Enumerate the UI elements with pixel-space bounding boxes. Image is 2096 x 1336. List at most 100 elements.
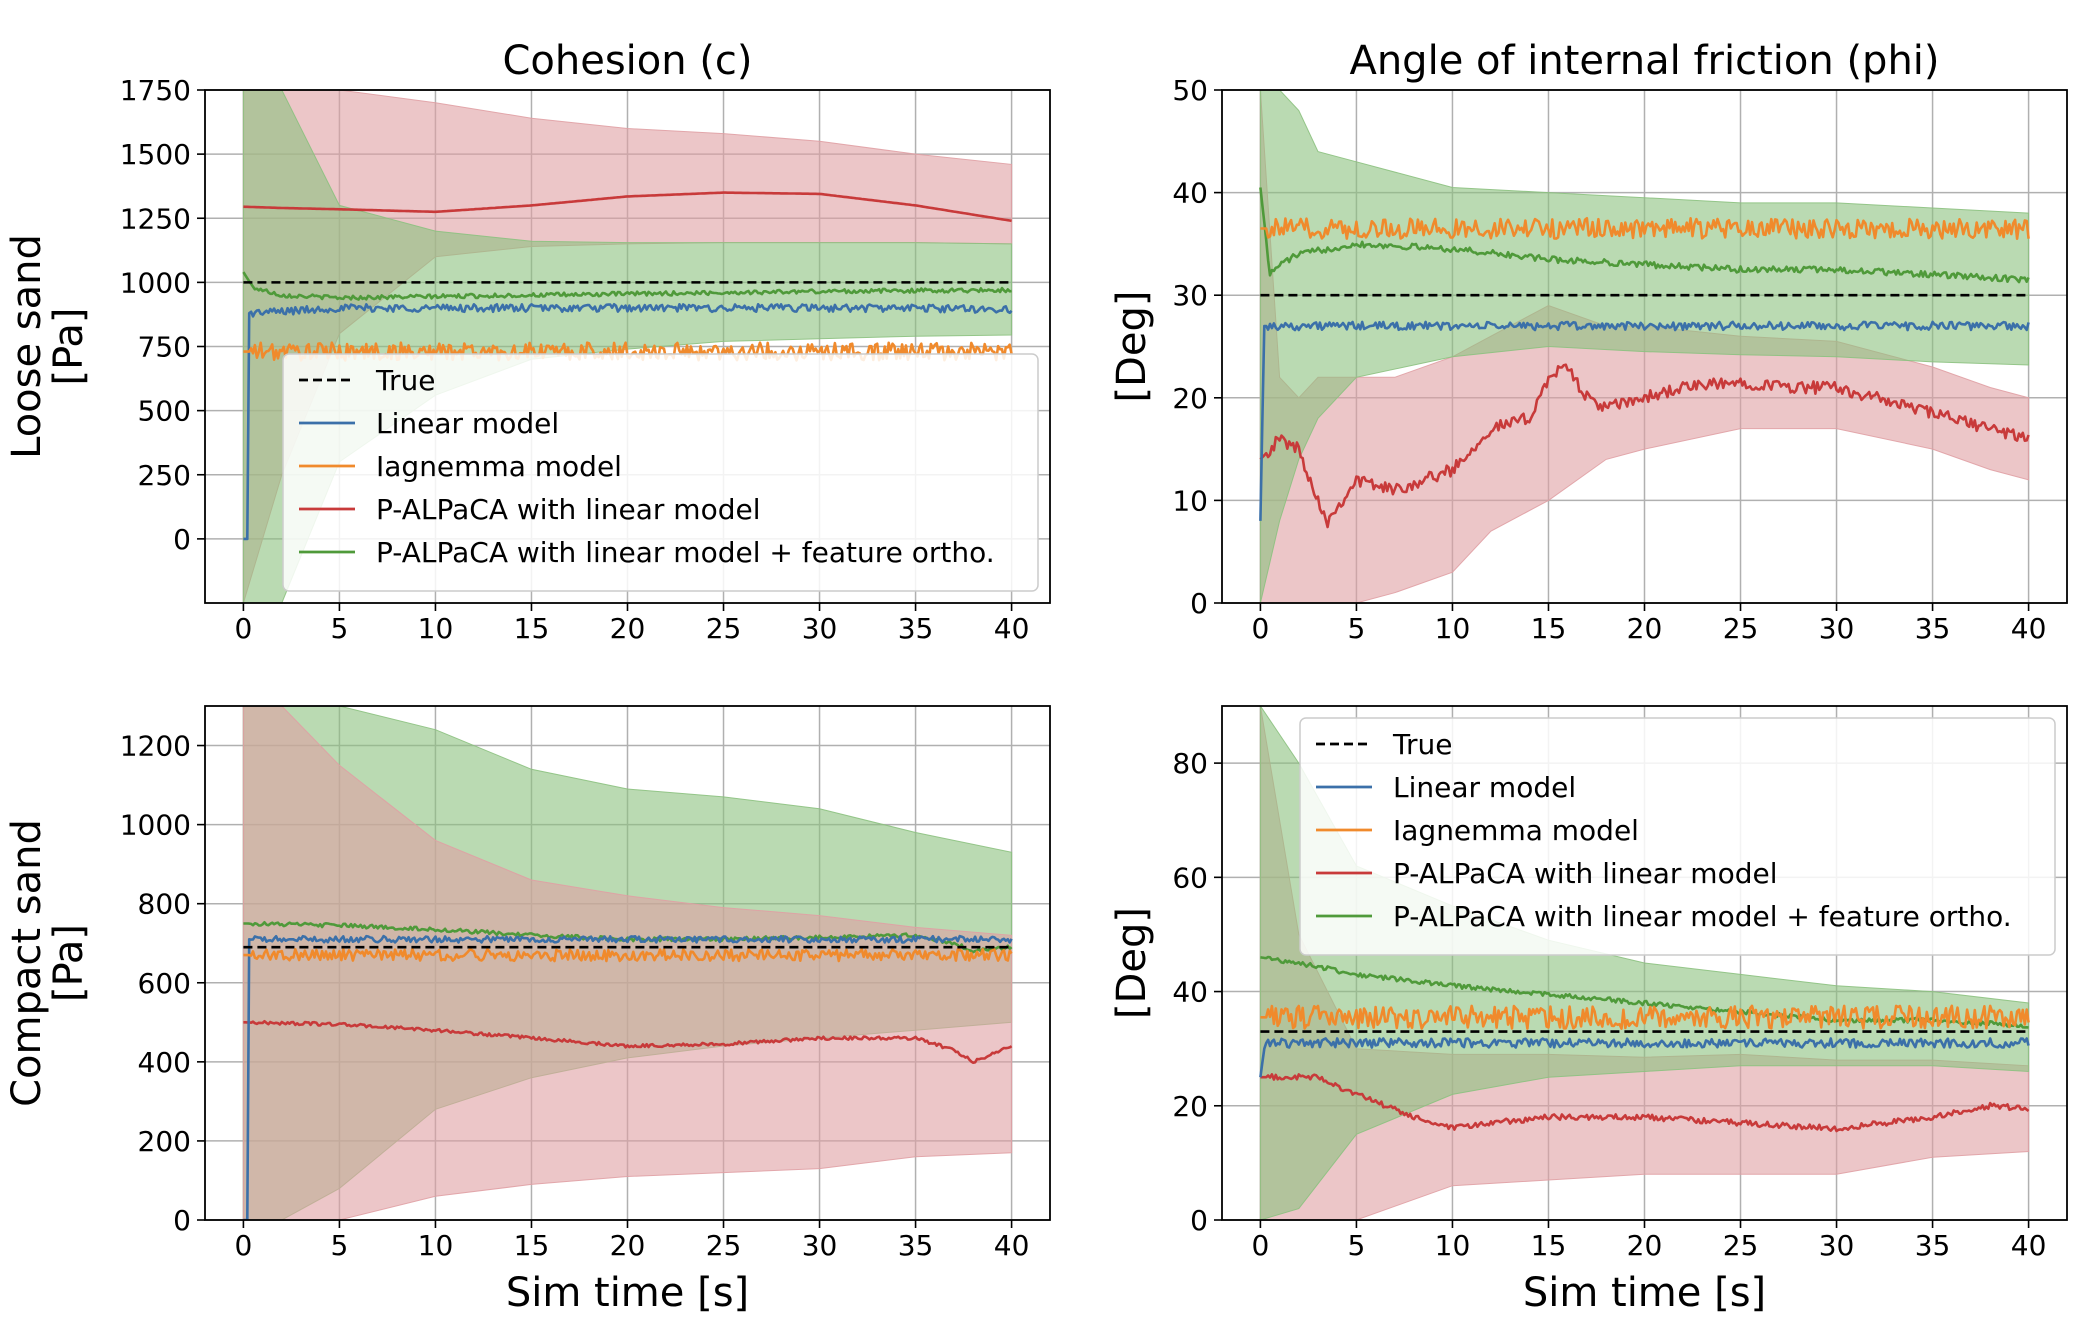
palpaca-line xyxy=(1259,363,2030,529)
y-tick-label: 1500 xyxy=(120,138,191,171)
legend-label: Iagnemma model xyxy=(376,450,622,483)
y-tick-label: 60 xyxy=(1172,861,1208,894)
x-tick-label: 20 xyxy=(610,612,646,645)
x-tick-label: 30 xyxy=(1819,612,1855,645)
chart-title: Cohesion (c) xyxy=(502,38,752,84)
y-tick-label: 800 xyxy=(138,888,191,921)
x-tick-label: 35 xyxy=(1915,1229,1951,1262)
panel-tr: 0 5 10 15 20 25 30 35 40 0 10 20 30 40 50 Angle of inte… xyxy=(1109,38,2068,645)
y-tick-label: 250 xyxy=(138,459,191,492)
palpaca-ortho-band-band xyxy=(1259,90,2030,603)
legend-label: Linear model xyxy=(1393,771,1576,804)
x-tick-label: 35 xyxy=(898,1229,934,1262)
palpaca-ortho-line xyxy=(242,271,1012,301)
y-tick-label: 500 xyxy=(138,395,191,428)
legend-item-iagnemma: Iagnemma model xyxy=(299,450,622,483)
plot-area xyxy=(1259,90,2030,603)
x-tick-label: 10 xyxy=(418,612,454,645)
y-tick-label: 30 xyxy=(1172,279,1208,312)
x-tick-label: 10 xyxy=(1435,1229,1471,1262)
y-tick-label: 1000 xyxy=(120,809,191,842)
palpaca-line xyxy=(243,1019,1013,1064)
x-tick-label: 30 xyxy=(802,612,838,645)
legend-item-palpaca: P-ALPaCA with linear model xyxy=(299,493,761,526)
panel-bl: 0 5 10 15 20 25 30 35 40020040060080010001200Com… xyxy=(4,705,1051,1316)
x-tick-label: 0 xyxy=(1251,1229,1269,1262)
legend-label: True xyxy=(375,364,435,397)
x-tick-label: 5 xyxy=(1348,612,1366,645)
x-tick-label: 10 xyxy=(418,1229,454,1262)
x-tick-label: 30 xyxy=(802,1229,838,1262)
iagnemma-line xyxy=(243,947,1013,963)
y-tick-label: 0 xyxy=(1190,587,1208,620)
y-tick-label: 50 xyxy=(1172,74,1208,107)
legend-item-palpaca-ortho: P-ALPaCA with linear model + feature ort… xyxy=(1316,900,2012,933)
legend-label: P-ALPaCA with linear model + feature ort… xyxy=(1393,900,2012,933)
palpaca-ortho-line xyxy=(1259,187,2030,284)
legend-item-true: True xyxy=(1316,728,1452,761)
legend-item-true: True xyxy=(299,364,435,397)
y-tick-label: 0 xyxy=(173,523,191,556)
y-axis-label: [Deg] xyxy=(1109,290,1155,402)
x-axis-label: Sim time [s] xyxy=(506,1270,749,1316)
y-axis-label: [Pa] xyxy=(46,924,92,1002)
legend: True Linear model Iagnemma model P-ALPaCA w… xyxy=(282,353,1039,592)
legend-item-linear: Linear model xyxy=(299,407,559,440)
legend-label: P-ALPaCA with linear model + feature ort… xyxy=(376,536,995,569)
x-tick-label: 25 xyxy=(1723,612,1759,645)
x-tick-label: 20 xyxy=(1627,1229,1663,1262)
palpaca-band-band xyxy=(242,706,1013,1220)
x-tick-label: 0 xyxy=(234,612,252,645)
x-tick-label: 15 xyxy=(1531,1229,1567,1262)
legend-label: P-ALPaCA with linear model xyxy=(1393,857,1778,890)
legend-item-palpaca: P-ALPaCA with linear model xyxy=(1316,857,1778,890)
y-tick-label: 750 xyxy=(138,331,191,364)
y-tick-label: 400 xyxy=(138,1046,191,1079)
x-tick-label: 25 xyxy=(706,1229,742,1262)
y-tick-label: 20 xyxy=(1172,382,1208,415)
legend-label: True xyxy=(1392,728,1452,761)
iagnemma-line xyxy=(1260,1004,2030,1030)
legend-item-palpaca-ortho: P-ALPaCA with linear model + feature ort… xyxy=(299,536,995,569)
y-tick-label: 1750 xyxy=(120,74,191,107)
y-tick-label: 40 xyxy=(1172,976,1208,1009)
x-tick-label: 15 xyxy=(514,612,550,645)
x-tick-label: 20 xyxy=(610,1229,646,1262)
chart-title: Angle of internal friction (phi) xyxy=(1349,38,1939,84)
y-axis-label: Compact sand xyxy=(4,819,50,1107)
y-axis-label: [Deg] xyxy=(1109,907,1155,1019)
palpaca-ortho-line xyxy=(243,920,1013,954)
x-tick-label: 40 xyxy=(2011,612,2047,645)
x-tick-label: 40 xyxy=(2011,1229,2047,1262)
legend-box xyxy=(282,353,1039,592)
y-tick-label: 0 xyxy=(173,1204,191,1237)
x-tick-label: 5 xyxy=(1348,1229,1366,1262)
legend-label: Iagnemma model xyxy=(1393,814,1639,847)
x-tick-label: 25 xyxy=(1723,1229,1759,1262)
linear-line xyxy=(1259,320,2030,521)
x-tick-label: 40 xyxy=(994,612,1030,645)
x-tick-label: 20 xyxy=(1627,612,1663,645)
panel-tl: 0 5 10 15 20 25 30 35 40 0 250 500 750 1000 1250 1500 17… xyxy=(4,38,1051,645)
legend-item-linear: Linear model xyxy=(1316,771,1576,804)
legend-label: Linear model xyxy=(376,407,559,440)
y-tick-label: 20 xyxy=(1172,1090,1208,1123)
palpaca-line xyxy=(243,191,1012,223)
plot-area xyxy=(242,706,1013,1220)
linear-line xyxy=(1259,1037,2030,1078)
y-tick-label: 80 xyxy=(1172,747,1208,780)
palpaca-ortho-line xyxy=(1260,955,2029,1029)
iagnemma-line xyxy=(1260,217,2030,240)
y-tick-label: 10 xyxy=(1172,484,1208,517)
legend-label: P-ALPaCA with linear model xyxy=(376,493,761,526)
x-tick-label: 35 xyxy=(1915,612,1951,645)
linear-line xyxy=(243,302,1013,541)
y-tick-label: 1200 xyxy=(120,730,191,763)
y-axis-label: [Pa] xyxy=(46,307,92,385)
x-tick-label: 25 xyxy=(706,612,742,645)
x-tick-label: 15 xyxy=(514,1229,550,1262)
x-tick-label: 0 xyxy=(234,1229,252,1262)
legend-item-iagnemma: Iagnemma model xyxy=(1316,814,1639,847)
x-tick-label: 5 xyxy=(331,612,349,645)
